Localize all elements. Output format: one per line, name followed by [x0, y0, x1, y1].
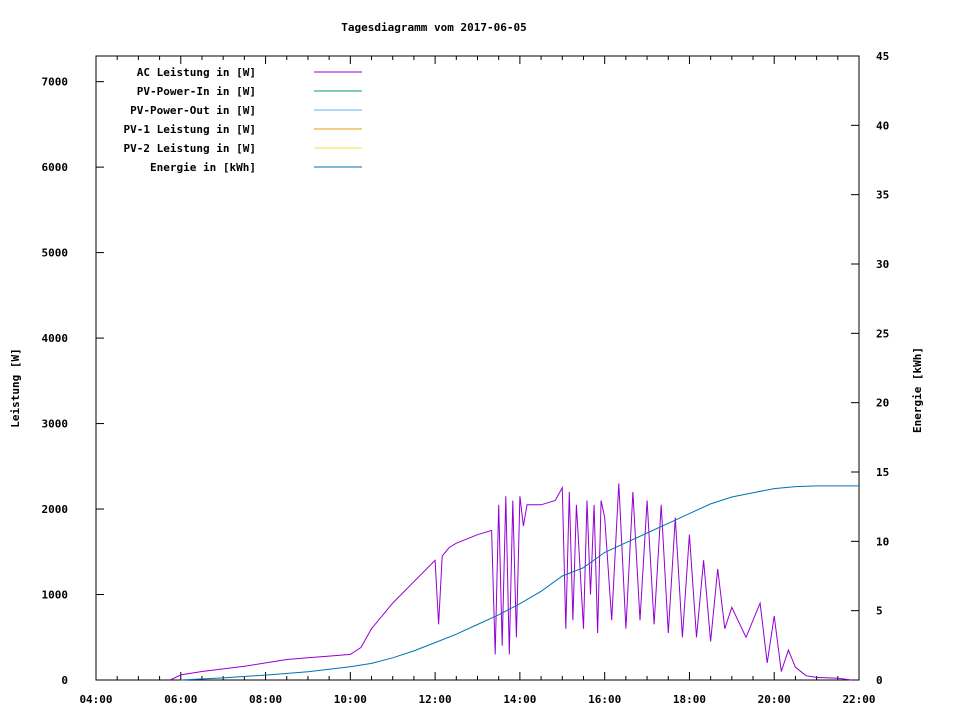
series-layer [169, 483, 859, 681]
y2-axis-label: Energie [kWh] [911, 347, 924, 433]
y2-tick-label: 20 [876, 397, 889, 410]
x-tick-label: 04:00 [79, 693, 112, 706]
chart-title: Tagesdiagramm vom 2017-06-05 [341, 21, 526, 34]
y2-tick-label: 5 [876, 605, 883, 618]
legend-label: AC Leistung in [W] [137, 66, 256, 79]
series-line-5 [180, 485, 859, 681]
y-axis-label: Leistung [W] [9, 348, 22, 427]
legend-label: PV-2 Leistung in [W] [124, 142, 256, 155]
x-tick-label: 22:00 [842, 693, 875, 706]
x-tick-label: 16:00 [588, 693, 621, 706]
x-tick-label: 14:00 [503, 693, 536, 706]
y2-tick-label: 45 [876, 50, 889, 63]
y2-tick-label: 30 [876, 258, 889, 271]
y2-tick-label: 40 [876, 119, 889, 132]
legend-label: PV-Power-Out in [W] [130, 104, 256, 117]
y-tick-label: 4000 [42, 332, 69, 345]
y-tick-label: 1000 [42, 589, 69, 602]
axis-ticks: 04:00 06:00 08:00 10:00 12:00 14:00 16:00 18:00… [42, 50, 890, 706]
series-line-0 [169, 483, 852, 681]
y-tick-label: 6000 [42, 161, 69, 174]
y-tick-label: 2000 [42, 503, 69, 516]
x-tick-label: 12:00 [419, 693, 452, 706]
y-tick-label: 0 [61, 674, 68, 687]
legend-label: PV-Power-In in [W] [137, 85, 256, 98]
legend: AC Leistung in [W] PV-Power-In in [W] PV-P… [124, 66, 362, 174]
x-tick-label: 18:00 [673, 693, 706, 706]
y-tick-label: 3000 [42, 418, 69, 431]
y-tick-label: 7000 [42, 76, 69, 89]
y2-tick-label: 15 [876, 466, 889, 479]
y2-tick-label: 10 [876, 535, 889, 548]
x-tick-label: 10:00 [334, 693, 367, 706]
y2-tick-label: 0 [876, 674, 883, 687]
legend-label: Energie in [kWh] [150, 161, 256, 174]
y-tick-label: 5000 [42, 247, 69, 260]
x-tick-label: 06:00 [164, 693, 197, 706]
x-tick-label: 08:00 [249, 693, 282, 706]
x-tick-label: 20:00 [758, 693, 791, 706]
legend-label: PV-1 Leistung in [W] [124, 123, 256, 136]
y2-tick-label: 35 [876, 189, 889, 202]
y2-tick-label: 25 [876, 327, 889, 340]
